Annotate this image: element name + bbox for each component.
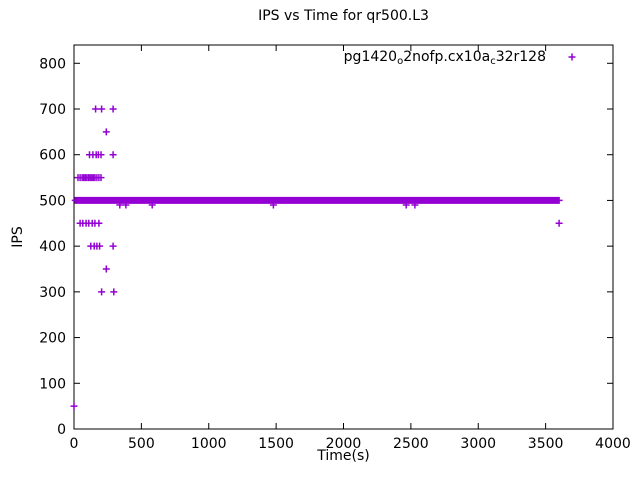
x-tick-label: 500 xyxy=(128,436,155,452)
y-tick-label: 100 xyxy=(39,376,66,392)
legend-label-segment: 2nofp.cx10a xyxy=(403,49,491,65)
y-tick-label: 500 xyxy=(39,193,66,209)
x-tick-label: 3500 xyxy=(528,436,564,452)
legend-series-label: pg1420o2nofp.cx10ac32r128 xyxy=(343,49,546,67)
y-tick-label: 800 xyxy=(39,56,66,72)
legend-label-segment: 32r128 xyxy=(495,49,546,65)
x-tick-label: 2500 xyxy=(393,436,429,452)
x-tick-label: 0 xyxy=(70,436,79,452)
tick-marks xyxy=(73,45,614,430)
legend-label-segment: pg1420 xyxy=(343,49,398,65)
legend-label-subscript: c xyxy=(490,56,496,67)
tick-labels: 0 500 1000 1500 2000 2500 3000 3500 4000 0 100 200 3… xyxy=(39,56,631,452)
x-axis-label: Time(s) xyxy=(317,448,370,464)
x-tick-label: 3000 xyxy=(460,436,496,452)
plot-border xyxy=(73,44,614,430)
y-tick-label: 700 xyxy=(39,102,66,118)
y-tick-label: 600 xyxy=(39,148,66,164)
y-tick-label: 0 xyxy=(57,422,66,438)
series-points xyxy=(70,105,563,410)
x-tick-label: 2000 xyxy=(326,436,362,452)
x-tick-label: 4000 xyxy=(595,436,631,452)
y-axis-label: IPS xyxy=(10,226,26,248)
y-tick-label: 400 xyxy=(39,239,66,255)
x-tick-label: 1500 xyxy=(258,436,294,452)
legend-plus-icon xyxy=(568,53,576,61)
y-tick-label: 300 xyxy=(39,285,66,301)
x-tick-label: 1000 xyxy=(191,436,227,452)
chart-title: IPS vs Time for qr500.L3 xyxy=(258,8,429,24)
y-tick-label: 200 xyxy=(39,331,66,347)
legend-label-subscript: o xyxy=(397,56,404,67)
